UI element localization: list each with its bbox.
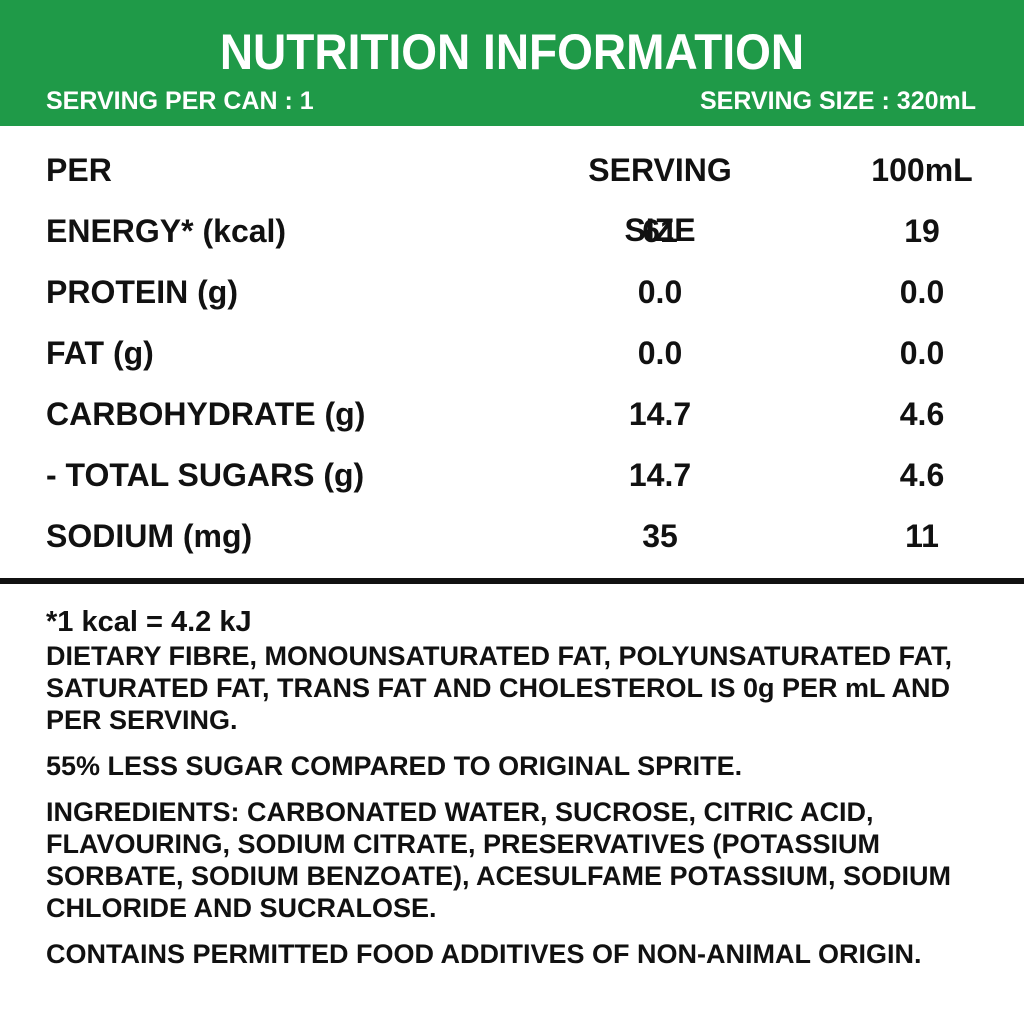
- row-100ml-value: 4.6: [899, 396, 945, 432]
- row-label: SODIUM (mg): [46, 518, 253, 554]
- divider-line: [0, 578, 1024, 584]
- row-serving-value: 0.0: [637, 335, 683, 371]
- row-serving-value: 14.7: [628, 457, 692, 493]
- row-serving-value: 14.7: [628, 396, 692, 432]
- table-header-row: PER SERVING SIZE 100mL: [0, 140, 1024, 248]
- table-row: PROTEIN (g) 0.0 0.0: [0, 262, 1024, 322]
- row-label: PROTEIN (g): [46, 274, 238, 310]
- header-serving-size: SERVING SIZE: [588, 152, 732, 248]
- row-label: CARBOHYDRATE (g): [46, 396, 366, 432]
- row-serving-value: 0.0: [637, 274, 683, 310]
- row-label: FAT (g): [46, 335, 154, 371]
- header-100ml: 100mL: [871, 152, 973, 188]
- serving-per-can: SERVING PER CAN : 1: [46, 87, 314, 115]
- table-row: FAT (g) 0.0 0.0: [0, 323, 1024, 383]
- table-row: CARBOHYDRATE (g) 14.7 4.6: [0, 384, 1024, 444]
- additives-note: CONTAINS PERMITTED FOOD ADDITIVES OF NON…: [46, 939, 922, 969]
- row-100ml-value: 4.6: [899, 457, 945, 493]
- kcal-note: *1 kcal = 4.2 kJ: [46, 606, 252, 638]
- row-serving-value: 61: [642, 213, 678, 249]
- serving-size: SERVING SIZE : 320mL: [699, 87, 976, 115]
- row-serving-value: 35: [642, 518, 678, 554]
- row-100ml-value: 11: [905, 518, 939, 554]
- table-row: ENERGY* (kcal) 61 19: [0, 201, 1024, 261]
- row-100ml-value: 0.0: [899, 274, 945, 310]
- notes-section: *1 kcal = 4.2 kJ DIETARY FIBRE, MONOUNSA…: [46, 606, 986, 984]
- header-banner: NUTRITION INFORMATION SERVING PER CAN : …: [0, 0, 1024, 126]
- row-100ml-value: 0.0: [899, 335, 945, 371]
- page-title: NUTRITION INFORMATION: [219, 24, 805, 80]
- table-row: - TOTAL SUGARS (g) 14.7 4.6: [0, 445, 1024, 505]
- row-label: - TOTAL SUGARS (g): [46, 457, 365, 493]
- table-row: SODIUM (mg) 35 11: [0, 506, 1024, 566]
- less-sugar-note: 55% LESS SUGAR COMPARED TO ORIGINAL SPRI…: [46, 751, 743, 781]
- row-label: ENERGY* (kcal): [46, 213, 287, 249]
- row-100ml-value: 19: [904, 213, 940, 249]
- ingredients-note: INGREDIENTS: CARBONATED WATER, SUCROSE, …: [46, 797, 952, 923]
- header-per: PER: [46, 152, 112, 188]
- dietary-note: DIETARY FIBRE, MONOUNSATURATED FAT, POLY…: [46, 641, 953, 735]
